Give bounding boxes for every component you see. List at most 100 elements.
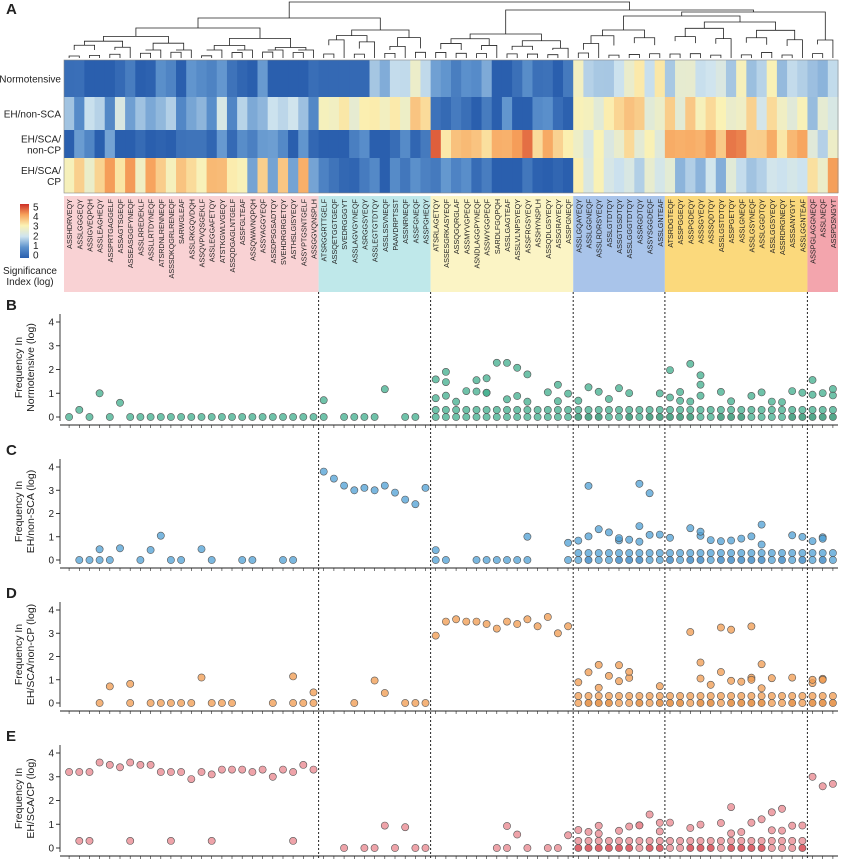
data-point (248, 768, 257, 776)
heatmap-cell (328, 130, 340, 158)
data-point (217, 765, 226, 774)
dendrogram-link (761, 52, 773, 58)
heatmap-cell (176, 158, 187, 193)
dendrogram-link (481, 45, 498, 58)
heatmap-cell (349, 97, 360, 130)
heatmap-cell (226, 158, 238, 193)
data-point (757, 549, 766, 557)
sequence-label: ASSLGGSYEQY (768, 199, 777, 254)
dendrogram-link (552, 47, 569, 58)
dendrogram-link (389, 45, 406, 58)
data-point (645, 556, 654, 564)
data-point (391, 844, 399, 852)
heatmap-cell (491, 158, 503, 193)
data-point (319, 396, 328, 405)
data-point (757, 405, 766, 414)
sequence-label: ASSGGVQNSPLH (310, 199, 319, 259)
sequence-label: ASSLGAGTEAF (503, 198, 512, 251)
data-point (655, 549, 664, 557)
heatmap-cell (104, 130, 116, 158)
heatmap-cell (827, 158, 839, 193)
data-point (472, 556, 481, 564)
heatmap-cell (440, 97, 452, 130)
heatmap-cell (512, 130, 523, 158)
heatmap-cell (155, 97, 167, 130)
heatmap-cell (705, 158, 717, 193)
heatmap-cell (746, 130, 758, 158)
data-point (136, 761, 145, 769)
heatmap-cell (298, 60, 310, 97)
data-point (503, 617, 511, 626)
data-point (655, 405, 664, 414)
heatmap-cell (84, 97, 96, 130)
sequence-label: ASSNRNEQF (401, 198, 410, 243)
heatmap-cell (583, 130, 595, 158)
heatmap-cell (257, 158, 269, 193)
sequence-label: ASSLGSYNEQF (747, 198, 756, 252)
dendrogram-link (817, 39, 834, 58)
data-point (757, 684, 766, 693)
heatmap-cell (430, 130, 442, 158)
data-point (177, 768, 185, 776)
heatmap-cell (613, 97, 625, 130)
data-point (197, 413, 206, 421)
sequence-label: ASSPRTGAGGELF (106, 198, 115, 262)
sequence-label: ASSRDRGNEQY (778, 199, 787, 255)
heatmap-cell (125, 158, 136, 193)
data-point (350, 413, 359, 421)
data-point (808, 549, 817, 557)
heatmap-cell (379, 60, 391, 97)
data-point (676, 405, 684, 414)
heatmap-cell (389, 60, 401, 97)
heatmap-cell (827, 60, 839, 97)
heatmap-cell (237, 158, 248, 193)
sequence-label: ASSHYNSPLH (534, 199, 543, 247)
colorbar-tick-label: 1 (33, 241, 39, 252)
data-point (686, 844, 695, 852)
group-band (573, 196, 665, 292)
heatmap-cell (318, 60, 330, 97)
data-point (757, 520, 766, 529)
data-point (472, 405, 481, 414)
heatmap-cell (573, 158, 584, 193)
sequence-label: ASSYSGGDEQF (646, 198, 655, 254)
data-point (370, 844, 379, 852)
data-point (166, 768, 175, 776)
data-point (564, 556, 572, 564)
heatmap-cell (114, 130, 126, 158)
sequence-label: ASSQWAVNQPQH (248, 199, 257, 261)
data-point (767, 549, 776, 557)
data-point (829, 692, 837, 700)
data-point (706, 556, 715, 564)
data-point (666, 844, 674, 852)
heatmap-cell (481, 60, 493, 97)
sequence-label: ASSHDRVEQY (65, 199, 74, 249)
heatmap-cell (216, 158, 228, 193)
data-point (686, 397, 695, 406)
data-point (594, 837, 603, 845)
heatmap-cell (298, 97, 310, 130)
data-point (329, 474, 338, 483)
data-point (248, 556, 257, 564)
heatmap-cell (736, 158, 747, 193)
data-point (370, 676, 379, 685)
data-point (492, 844, 501, 852)
data-point (788, 387, 797, 395)
data-point (625, 405, 634, 414)
data-point (798, 549, 807, 557)
data-point (808, 537, 817, 545)
data-point (615, 661, 623, 670)
dendrogram-link (145, 49, 162, 58)
heatmap-cell (512, 158, 523, 193)
data-point (513, 556, 522, 564)
dendrogram-link (547, 54, 559, 58)
data-point (778, 556, 786, 564)
data-point (676, 692, 684, 700)
data-point (747, 405, 756, 414)
heatmap-cell (349, 158, 360, 193)
data-point (564, 405, 572, 414)
data-point (574, 837, 583, 845)
data-point (268, 413, 277, 421)
sequence-group-bands (64, 196, 838, 292)
data-point (228, 699, 236, 707)
